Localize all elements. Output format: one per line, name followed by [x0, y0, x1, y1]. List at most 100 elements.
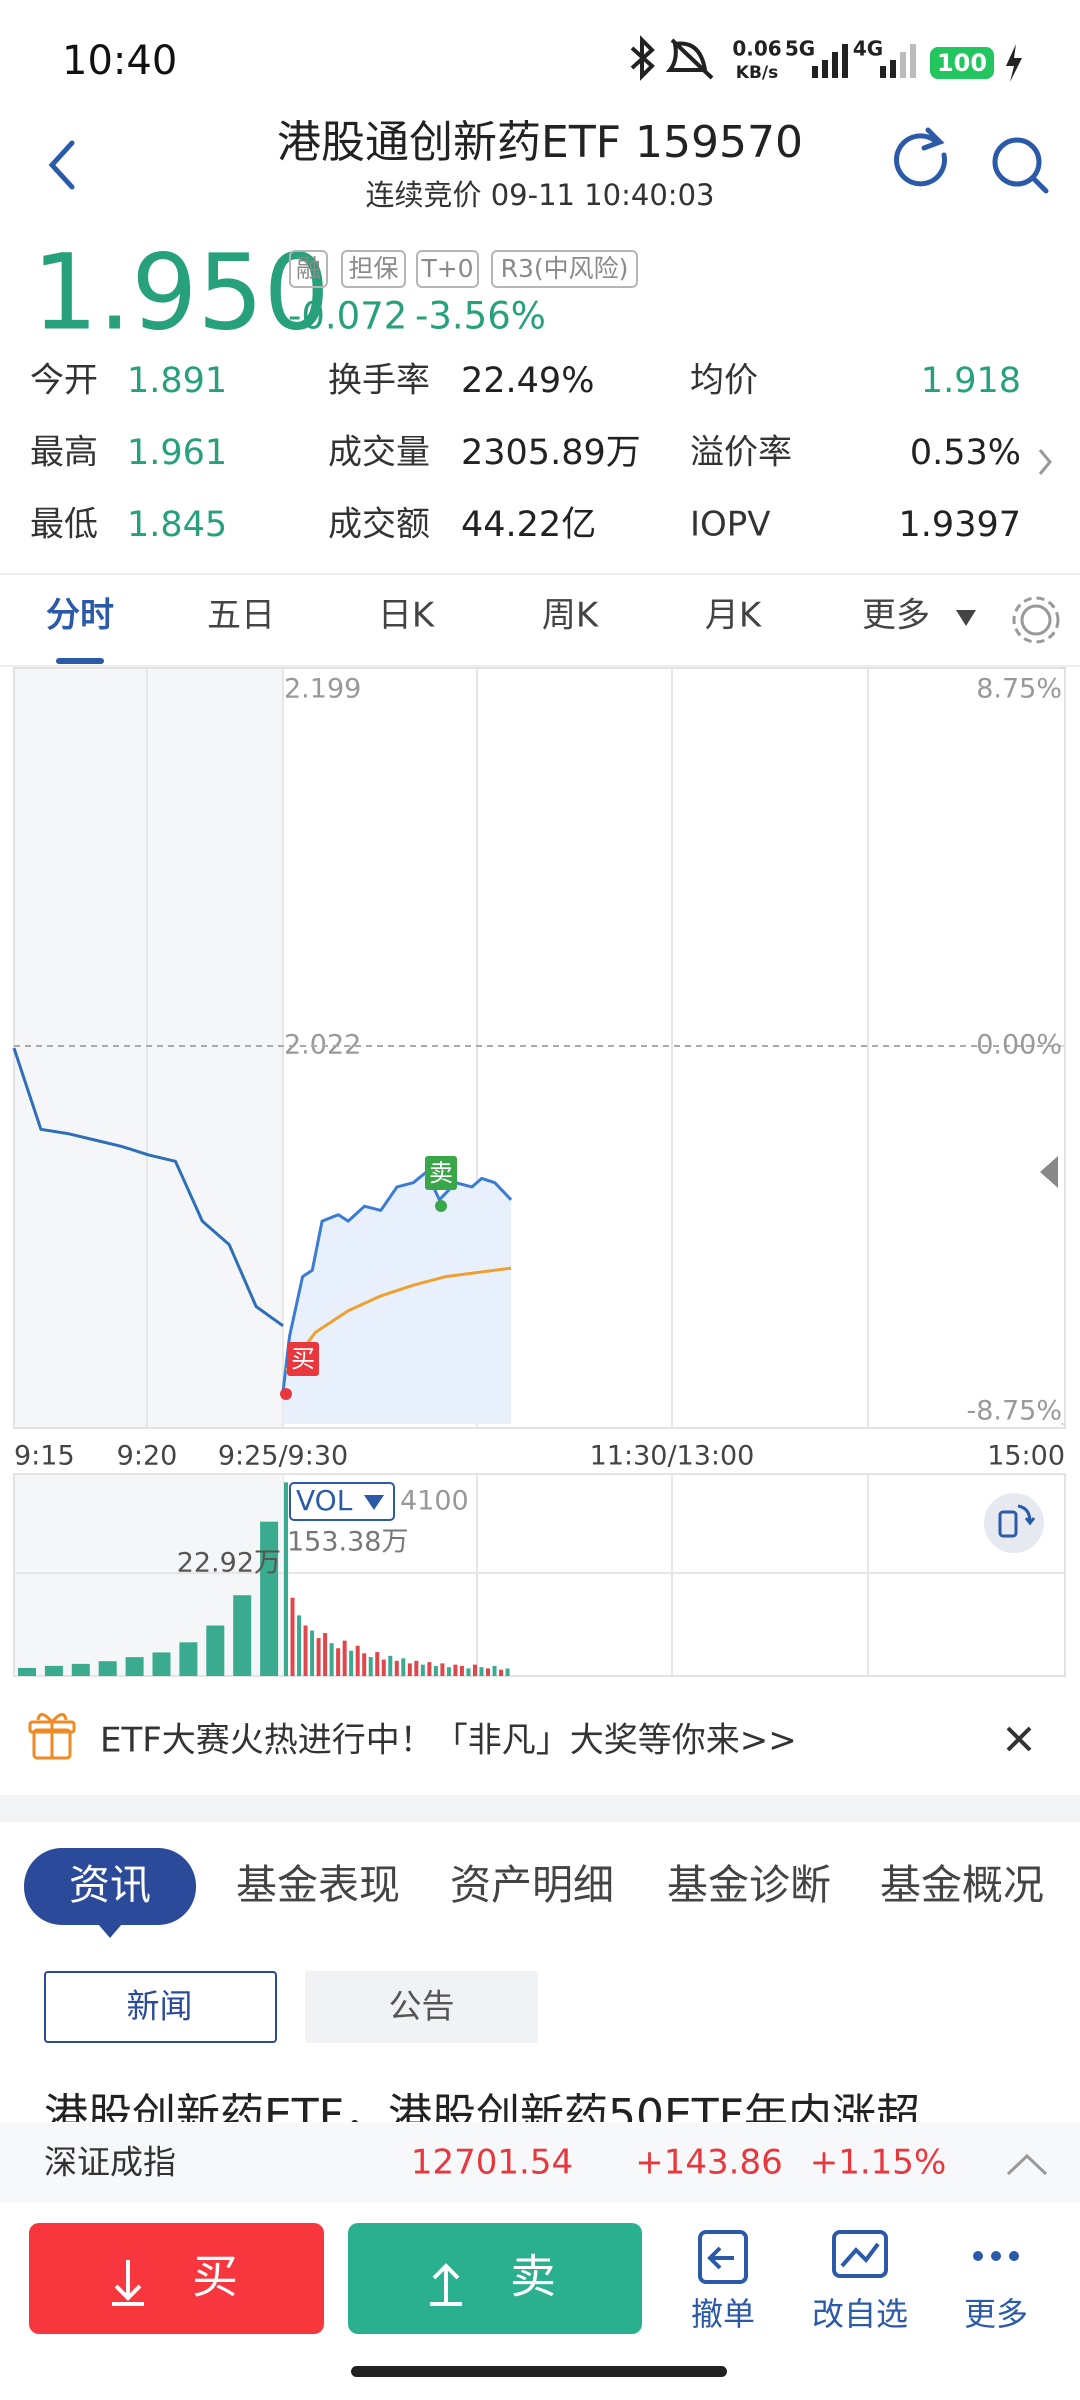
volume-bar	[394, 1660, 399, 1676]
section-gap	[0, 1795, 1080, 1822]
stat-label: 最低	[30, 505, 98, 545]
stat-value: 22.49%	[461, 361, 594, 401]
price-line	[12, 1047, 284, 1328]
cancel-icon[interactable]	[698, 2230, 748, 2284]
pre-volume-bar	[71, 1663, 90, 1676]
indicator-name: VOL	[296, 1484, 353, 1517]
info-tab[interactable]: 基金诊断	[667, 1861, 831, 1909]
tag-box	[416, 250, 479, 288]
y2-tick-label: 8.75%	[976, 674, 1062, 705]
net-unit: KB/s	[736, 63, 778, 83]
indicator-value: 4100	[400, 1486, 469, 1517]
sell-marker	[425, 1156, 457, 1190]
chart-tab[interactable]: 月K	[705, 596, 763, 636]
chart-tab[interactable]: 日K	[378, 596, 436, 636]
volume-bar	[336, 1648, 341, 1676]
index-change: +143.86	[635, 2143, 782, 2183]
rotate-button[interactable]	[984, 1493, 1044, 1553]
index-bar[interactable]	[0, 2123, 1080, 2203]
action-label[interactable]: 更多	[964, 2295, 1028, 2333]
volume-bar	[446, 1667, 451, 1676]
volume-bar	[479, 1667, 484, 1676]
stat-label: 均价	[690, 361, 758, 401]
volume-bar	[290, 1597, 295, 1676]
stat-value: 1.891	[127, 361, 227, 401]
chart-tab-underline	[56, 658, 104, 664]
charging-icon	[1006, 44, 1022, 82]
volume-bar	[368, 1657, 373, 1676]
volume-bar	[303, 1625, 308, 1676]
chart-tab[interactable]: 分时	[46, 596, 114, 636]
back-button[interactable]	[48, 140, 75, 190]
pre-volume-bar	[18, 1667, 36, 1676]
buy-icon	[112, 2260, 144, 2306]
action-label[interactable]: 撤单	[691, 2295, 755, 2333]
volume-bar	[316, 1638, 321, 1676]
search-button[interactable]	[992, 137, 1049, 194]
expand-index[interactable]	[1006, 2153, 1048, 2176]
stat-value: 1.9397	[899, 505, 1021, 545]
volume-bar	[433, 1665, 438, 1676]
volume-bar	[407, 1663, 412, 1676]
sub-tab: 新闻	[127, 1987, 193, 2026]
home-indicator	[351, 2366, 727, 2377]
price-change: -0.072	[288, 295, 407, 338]
stat-value: 1.961	[127, 433, 227, 473]
action-label[interactable]: 改自选	[812, 2295, 908, 2333]
index-name: 深证成指	[44, 2143, 176, 2182]
price-line	[281, 1170, 513, 1393]
sell-marker-label: 卖	[429, 1159, 453, 1187]
chart-settings-button[interactable]	[1012, 596, 1060, 644]
chart-tab[interactable]: 周K	[542, 596, 600, 636]
info-tab[interactable]: 基金概况	[880, 1861, 1044, 1909]
pre-volume-bar	[179, 1642, 198, 1676]
chart-tab[interactable]: 更多	[862, 596, 930, 636]
info-tab[interactable]: 基金表现	[236, 1861, 400, 1909]
buy-button[interactable]	[29, 2223, 324, 2334]
stats-more-arrow[interactable]	[1038, 449, 1052, 475]
stat-value: 1.918	[921, 361, 1021, 401]
banner-close[interactable]	[1006, 1726, 1032, 1752]
watchlist-icon[interactable]	[832, 2230, 888, 2278]
volume-bar	[297, 1615, 302, 1676]
refresh-button[interactable]	[894, 127, 947, 187]
sub-tab-box[interactable]	[44, 1971, 277, 2043]
pre-market-area	[14, 668, 283, 1428]
sell-button[interactable]	[348, 2223, 642, 2334]
volume-bar	[472, 1664, 477, 1676]
signal-bars	[880, 44, 916, 78]
gift-icon	[28, 1713, 76, 1760]
volume-bar	[440, 1663, 445, 1676]
info-tab[interactable]: 资产明细	[450, 1861, 614, 1909]
sell-label: 卖	[510, 2250, 556, 2304]
indicator-selector[interactable]	[289, 1482, 395, 1521]
tag-box	[491, 250, 638, 288]
y2-tick-label: 0.00%	[976, 1030, 1062, 1061]
news-headline[interactable]: 港股创新药ETF，港股创新药50ETF年内涨超	[44, 2090, 920, 2141]
page-title: 港股通创新药ETF 159570	[277, 117, 803, 168]
info-tab[interactable]: 资讯	[69, 1861, 151, 1909]
info-tab-pill[interactable]	[24, 1848, 196, 1925]
stat-label: 成交额	[328, 505, 430, 545]
sub-tab-box[interactable]	[305, 1971, 538, 2043]
volume-bar	[492, 1665, 497, 1676]
price-change-pct: -3.56%	[415, 295, 546, 338]
stat-label: 今开	[30, 361, 98, 401]
signal-label: 5G	[785, 37, 815, 61]
volume-bar	[342, 1640, 347, 1676]
buy-label: 买	[192, 2250, 238, 2304]
more-icon[interactable]	[973, 2251, 1019, 2261]
banner-text[interactable]: ETF大赛火热进行中！「非凡」大奖等你来>>	[100, 1721, 797, 1761]
tag-label: R3(中风险)	[501, 254, 629, 283]
stat-label: 成交量	[328, 433, 430, 473]
battery	[930, 47, 994, 79]
volume-bar	[329, 1643, 334, 1676]
volume-bar	[466, 1668, 471, 1676]
sell-dot	[435, 1200, 447, 1212]
signal-label: 4G	[853, 37, 883, 61]
expand-arrow[interactable]	[1040, 1156, 1058, 1188]
stat-value: 2305.89万	[461, 433, 641, 473]
chart-tab[interactable]: 五日	[207, 596, 275, 636]
stat-label: IOPV	[690, 505, 771, 545]
